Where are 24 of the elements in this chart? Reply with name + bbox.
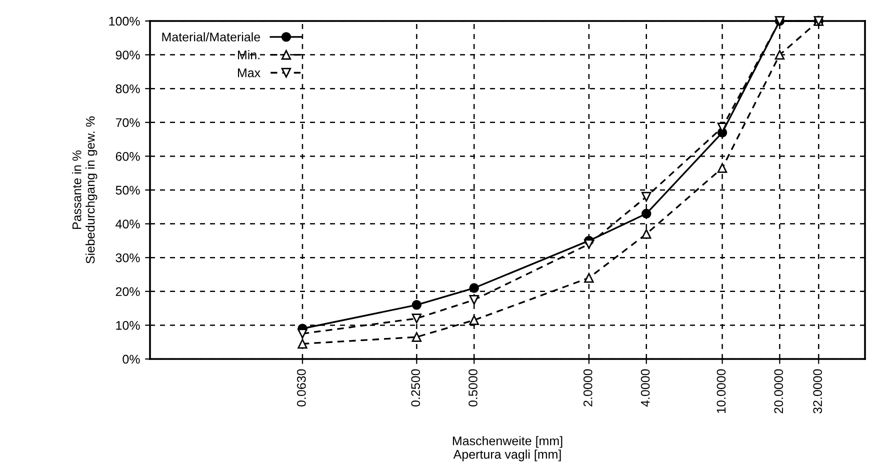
y-tick-label: 30% bbox=[116, 253, 140, 262]
x-tick-label: 20.0000 bbox=[774, 369, 784, 414]
y-tick-label: 80% bbox=[116, 84, 140, 94]
y-tick-label: 10% bbox=[116, 321, 140, 330]
y-tick-label: 100% bbox=[109, 16, 140, 26]
x-tick-label: 0.5000 bbox=[468, 369, 478, 406]
y-tick-label: 60% bbox=[116, 152, 140, 161]
y-tick-label: 90% bbox=[116, 50, 140, 60]
y-tick-label: 0% bbox=[122, 354, 140, 364]
y-tick-label: 20% bbox=[116, 287, 140, 296]
legend-label: Min. bbox=[238, 50, 260, 60]
legend-label: Material/Materiale bbox=[162, 32, 260, 42]
y-tick-label: 40% bbox=[116, 220, 140, 228]
x-tick-label: 0.0630 bbox=[296, 369, 306, 406]
x-tick-label: 0.2500 bbox=[411, 369, 420, 406]
y-tick-label: 70% bbox=[116, 118, 140, 128]
x-tick-label: 4.0000 bbox=[640, 369, 650, 407]
x-tick-label: 2.0000 bbox=[583, 369, 592, 406]
y-axis-title: Passante in % Siebedurchgang in gew. % bbox=[72, 116, 98, 264]
x-tick-label: 10.0000 bbox=[716, 369, 726, 413]
x-axis-title: Maschenweite [mm] Apertura vagli [mm] bbox=[452, 436, 562, 462]
x-tick-label: 32.0000 bbox=[813, 369, 822, 414]
y-tick-label: 50% bbox=[116, 186, 140, 195]
legend-label: Max bbox=[238, 68, 260, 78]
